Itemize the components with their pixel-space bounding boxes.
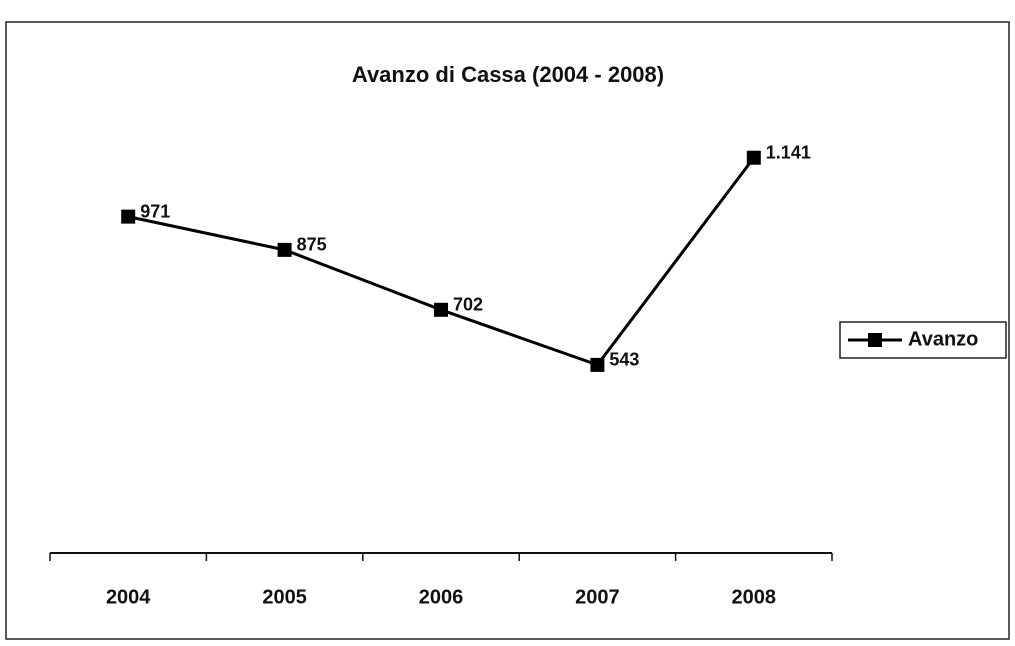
marker xyxy=(121,209,136,224)
data-label: 702 xyxy=(453,295,483,315)
x-tick-label: 2008 xyxy=(732,586,777,608)
legend-marker xyxy=(868,333,882,347)
marker xyxy=(434,302,448,317)
marker xyxy=(746,150,761,165)
data-label: 543 xyxy=(609,350,639,370)
chart-title: Avanzo di Cassa (2004 - 2008) xyxy=(352,62,664,87)
data-label: 971 xyxy=(140,201,170,221)
data-label: 1.141 xyxy=(766,142,811,162)
marker xyxy=(277,242,292,257)
x-tick-label: 2004 xyxy=(106,586,151,608)
legend-label: Avanzo xyxy=(908,328,978,350)
x-tick-label: 2005 xyxy=(262,586,307,608)
x-tick-label: 2007 xyxy=(575,586,620,608)
data-label: 875 xyxy=(297,235,327,255)
x-tick-label: 2006 xyxy=(419,586,464,608)
marker xyxy=(590,357,605,372)
